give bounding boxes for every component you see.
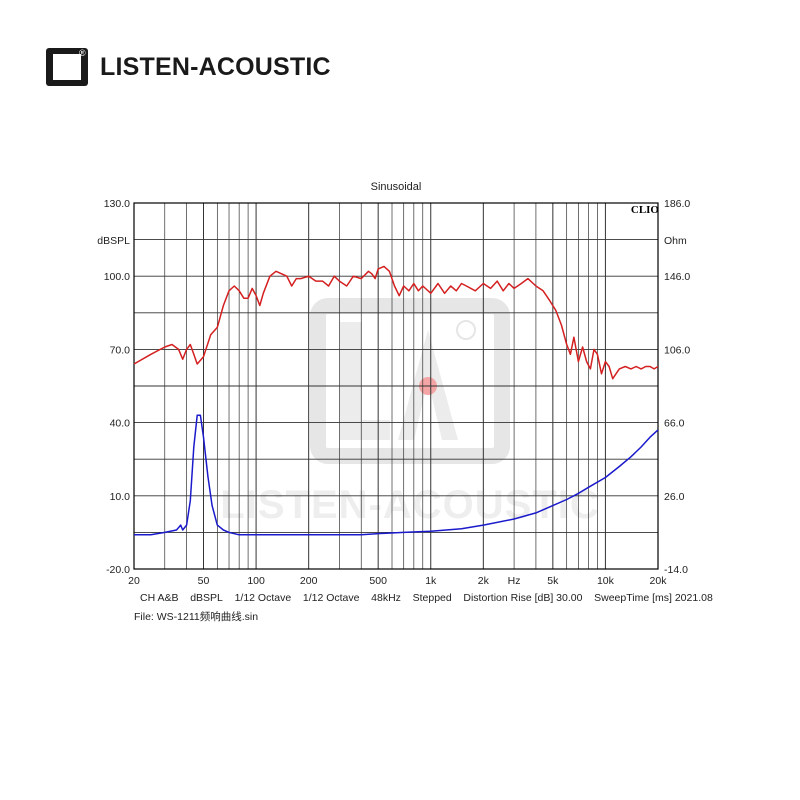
brand-header: ® LISTEN-ACOUSTIC <box>46 48 331 86</box>
x-tick-label: 20k <box>650 575 668 587</box>
footer-param: Stepped <box>412 592 452 604</box>
footer-file: File: WS-1211频响曲线.sin <box>134 611 259 623</box>
x-tick-label: 1k <box>425 575 437 587</box>
x-tick-label: 2k <box>478 575 490 587</box>
footer-parameters: CH A&B dBSPL 1/12 Octave 1/12 Octave 48k… <box>140 592 713 604</box>
x-tick-label: 5k <box>547 575 559 587</box>
y-left-tick-label: -20.0 <box>106 564 130 576</box>
watermark-registered-icon <box>456 320 476 340</box>
watermark-logo-icon <box>310 298 510 464</box>
brand-logo-icon: ® <box>46 48 88 86</box>
y-right-tick-label: 66.0 <box>664 418 685 430</box>
watermark-a-shape <box>398 330 458 440</box>
x-tick-label: 50 <box>198 575 210 587</box>
y-left-unit: dBSPL <box>97 235 130 247</box>
footer-param: dBSPL <box>190 592 223 604</box>
footer-param: 48kHz <box>371 592 401 604</box>
chart-title: Sinusoidal <box>371 181 422 193</box>
x-tick-label: 200 <box>300 575 318 587</box>
footer-param: SweepTime [ms] 2021.08 <box>594 592 713 604</box>
footer-param: 1/12 Octave <box>302 592 360 604</box>
footer-param: 1/12 Octave <box>234 592 292 604</box>
y-right-tick-label: 186.0 <box>664 198 690 210</box>
plot-frame <box>133 202 659 570</box>
y-left-tick-label: 10.0 <box>110 491 131 503</box>
x-tick-label: 100 <box>247 575 265 587</box>
y-right-tick-label: 146.0 <box>664 271 690 283</box>
x-tick-label: 10k <box>597 575 615 587</box>
y-right-tick-label: 106.0 <box>664 344 690 356</box>
y-left-tick-label: 40.0 <box>110 418 131 430</box>
series-layer <box>133 265 659 536</box>
clio-badge: CLIO <box>631 204 660 216</box>
y-right-tick-label: -14.0 <box>664 564 688 576</box>
x-tick-label: 20 <box>128 575 140 587</box>
footer-param: Distortion Rise [dB] 30.00 <box>463 592 583 604</box>
watermark: LISTEN-ACOUSTIC <box>220 298 599 527</box>
series-line-2 <box>134 414 659 536</box>
y-left-tick-label: 70.0 <box>110 344 131 356</box>
brand-name: LISTEN-ACOUSTIC <box>100 52 331 81</box>
axis-labels: Sinusoidal CLIO 130.0 100.0 70.0 40.0 10.0 -20.… <box>97 181 690 587</box>
series-line-1 <box>133 265 659 380</box>
x-tick-label: 500 <box>369 575 387 587</box>
y-right-tick-label: 26.0 <box>664 491 685 503</box>
watermark-l-shape <box>340 322 390 440</box>
x-unit-label: Hz <box>508 575 521 587</box>
y-left-tick-label: 100.0 <box>104 271 130 283</box>
footer-param: CH A&B <box>140 592 179 604</box>
y-left-tick-label: 130.0 <box>104 198 130 210</box>
y-right-unit: Ohm <box>664 235 687 247</box>
watermark-text: LISTEN-ACOUSTIC <box>220 483 599 527</box>
registered-mark: ® <box>79 48 86 58</box>
